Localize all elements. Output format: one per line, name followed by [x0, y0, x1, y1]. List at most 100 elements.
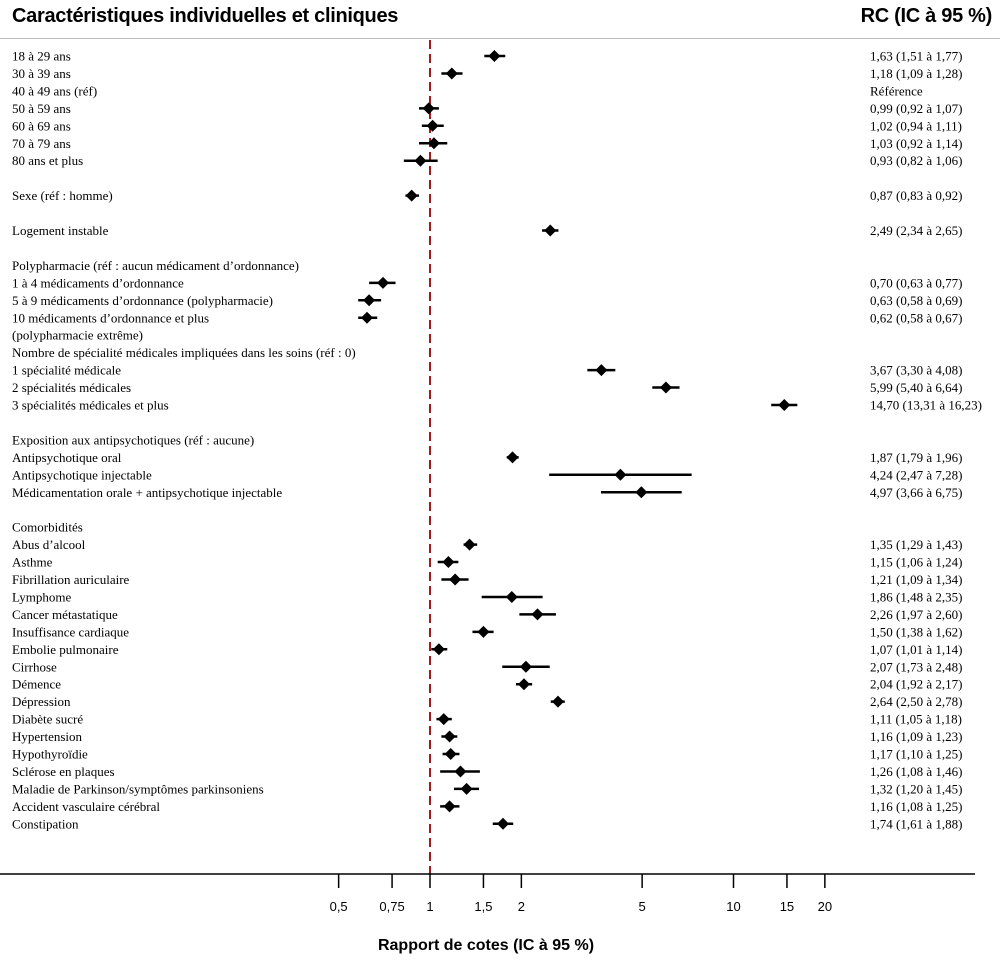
row-label: Hypertension — [12, 729, 83, 744]
odds-ratio-marker — [443, 730, 456, 743]
row-estimate-text: 2,07 (1,73 à 2,48) — [870, 659, 962, 674]
odds-ratio-marker — [426, 119, 439, 132]
odds-ratio-marker — [635, 486, 648, 499]
odds-ratio-marker — [437, 713, 450, 726]
row-estimate-text: 1,63 (1,51 à 1,77) — [870, 49, 962, 64]
x-tick-label: 5 — [639, 899, 646, 914]
row-estimate-text: 1,32 (1,20 à 1,45) — [870, 781, 962, 796]
row-estimate-text: 1,03 (0,92 à 1,14) — [870, 136, 962, 151]
odds-ratio-marker — [443, 800, 456, 813]
row-estimate-text: 4,97 (3,66 à 6,75) — [870, 485, 962, 500]
row-estimate-text: 0,62 (0,58 à 0,67) — [870, 310, 962, 325]
row-estimate-text: 1,16 (1,08 à 1,25) — [870, 799, 962, 814]
row-label: Abus d’alcool — [12, 537, 86, 552]
row-label: Démence — [12, 677, 61, 692]
row-estimate-text: 1,26 (1,08 à 1,46) — [870, 764, 962, 779]
row-label: Fibrillation auriculaire — [12, 572, 130, 587]
row-label: Maladie de Parkinson/symptômes parkinson… — [12, 781, 264, 796]
odds-ratio-marker — [497, 817, 510, 830]
row-estimate-text: 1,02 (0,94 à 1,11) — [870, 118, 962, 133]
odds-ratio-marker — [442, 556, 455, 569]
row-estimate-text: 2,04 (1,92 à 2,17) — [870, 677, 962, 692]
row-estimate-text: 0,87 (0,83 à 0,92) — [870, 188, 962, 203]
row-label: 18 à 29 ans — [12, 49, 71, 64]
odds-ratio-marker — [778, 399, 791, 411]
row-label: 10 médicaments d’ordonnance et plus — [12, 310, 209, 325]
row-label: 2 spécialités médicales — [12, 380, 131, 395]
row-label: Antipsychotique injectable — [12, 467, 152, 482]
chart-header-right: RC (IC à 95 %) — [860, 5, 993, 27]
odds-ratio-marker — [505, 590, 518, 603]
row-estimate-text: 1,15 (1,06 à 1,24) — [870, 555, 962, 570]
odds-ratio-marker — [463, 538, 476, 551]
odds-ratio-marker — [427, 137, 440, 150]
odds-ratio-marker — [363, 294, 376, 307]
row-label: Insuffisance cardiaque — [12, 624, 129, 639]
row-label: Polypharmacie (réf : aucun médicament d’… — [12, 258, 299, 273]
row-estimate-text: 1,21 (1,09 à 1,34) — [870, 572, 962, 587]
row-label: 80 ans et plus — [12, 153, 83, 168]
row-label: Exposition aux antipsychotiques (réf : a… — [12, 432, 254, 447]
row-estimate-text: 1,16 (1,09 à 1,23) — [870, 729, 962, 744]
row-label: Cirrhose — [12, 659, 57, 674]
row-label: Hypothyroïdie — [12, 747, 88, 762]
row-estimate-text: 5,99 (5,40 à 6,64) — [870, 380, 962, 395]
odds-ratio-marker — [360, 311, 373, 324]
row-label: Sexe (réf : homme) — [12, 188, 113, 203]
odds-ratio-marker — [531, 608, 544, 621]
row-label: Diabète sucré — [12, 712, 83, 727]
odds-ratio-marker — [405, 189, 418, 202]
x-tick-label: 10 — [726, 899, 740, 914]
row-estimate-text: 0,93 (0,82 à 1,06) — [870, 153, 962, 168]
row-estimate-text: 3,67 (3,30 à 4,08) — [870, 363, 962, 378]
row-label: 70 à 79 ans — [12, 136, 71, 151]
row-estimate-text: 1,35 (1,29 à 1,43) — [870, 537, 962, 552]
x-axis-label: Rapport de cotes (IC à 95 %) — [378, 937, 594, 954]
x-tick-label: 0,5 — [330, 899, 348, 914]
odds-ratio-marker — [614, 468, 627, 481]
row-label: 60 à 69 ans — [12, 118, 71, 133]
row-label: Embolie pulmonaire — [12, 642, 119, 657]
row-label: 40 à 49 ans (réf) — [12, 83, 97, 98]
row-label: Accident vasculaire cérébral — [12, 799, 160, 814]
row-label: 1 spécialité médicale — [12, 363, 121, 378]
x-tick-label: 20 — [818, 899, 832, 914]
odds-ratio-marker — [449, 573, 462, 586]
row-label: Sclérose en plaques — [12, 764, 115, 779]
row-label: 3 spécialités médicales et plus — [12, 398, 169, 413]
row-estimate-text: 14,70 (13,31 à 16,23) — [870, 398, 982, 413]
odds-ratio-marker — [519, 660, 532, 673]
odds-ratio-marker — [460, 782, 473, 795]
row-estimate-text: 0,70 (0,63 à 0,77) — [870, 275, 962, 290]
row-label: 5 à 9 médicaments d’ordonnance (polyphar… — [12, 293, 273, 308]
row-estimate-text: 0,63 (0,58 à 0,69) — [870, 293, 962, 308]
row-label: Constipation — [12, 816, 79, 831]
row-label: Logement instable — [12, 223, 109, 238]
odds-ratio-marker — [595, 364, 608, 377]
row-label: Antipsychotique oral — [12, 450, 122, 465]
odds-ratio-marker — [659, 381, 672, 394]
row-estimate-text: 1,50 (1,38 à 1,62) — [870, 624, 962, 639]
row-estimate-text: 1,17 (1,10 à 1,25) — [870, 747, 962, 762]
row-label: Nombre de spécialité médicales impliquée… — [12, 345, 356, 360]
odds-ratio-marker — [414, 154, 427, 167]
row-estimate-text: 4,24 (2,47 à 7,28) — [870, 467, 962, 482]
odds-ratio-marker — [376, 276, 389, 289]
row-label: 50 à 59 ans — [12, 101, 71, 116]
x-tick-label: 1,5 — [474, 899, 492, 914]
odds-ratio-marker — [432, 643, 445, 656]
row-label: (polypharmacie extrême) — [12, 328, 143, 343]
odds-ratio-marker — [506, 451, 519, 464]
row-estimate-text: 0,99 (0,92 à 1,07) — [870, 101, 962, 116]
row-label: Dépression — [12, 694, 71, 709]
x-tick-label: 1 — [426, 899, 433, 914]
odds-ratio-marker — [517, 678, 530, 691]
row-estimate-text: 2,26 (1,97 à 2,60) — [870, 607, 962, 622]
odds-ratio-marker — [551, 695, 564, 708]
row-estimate-text: 1,18 (1,09 à 1,28) — [870, 66, 962, 81]
row-label: Comorbidités — [12, 520, 83, 535]
x-tick-label: 2 — [518, 899, 525, 914]
x-tick-label: 15 — [780, 899, 794, 914]
row-estimate-text: 1,86 (1,48 à 2,35) — [870, 589, 962, 604]
